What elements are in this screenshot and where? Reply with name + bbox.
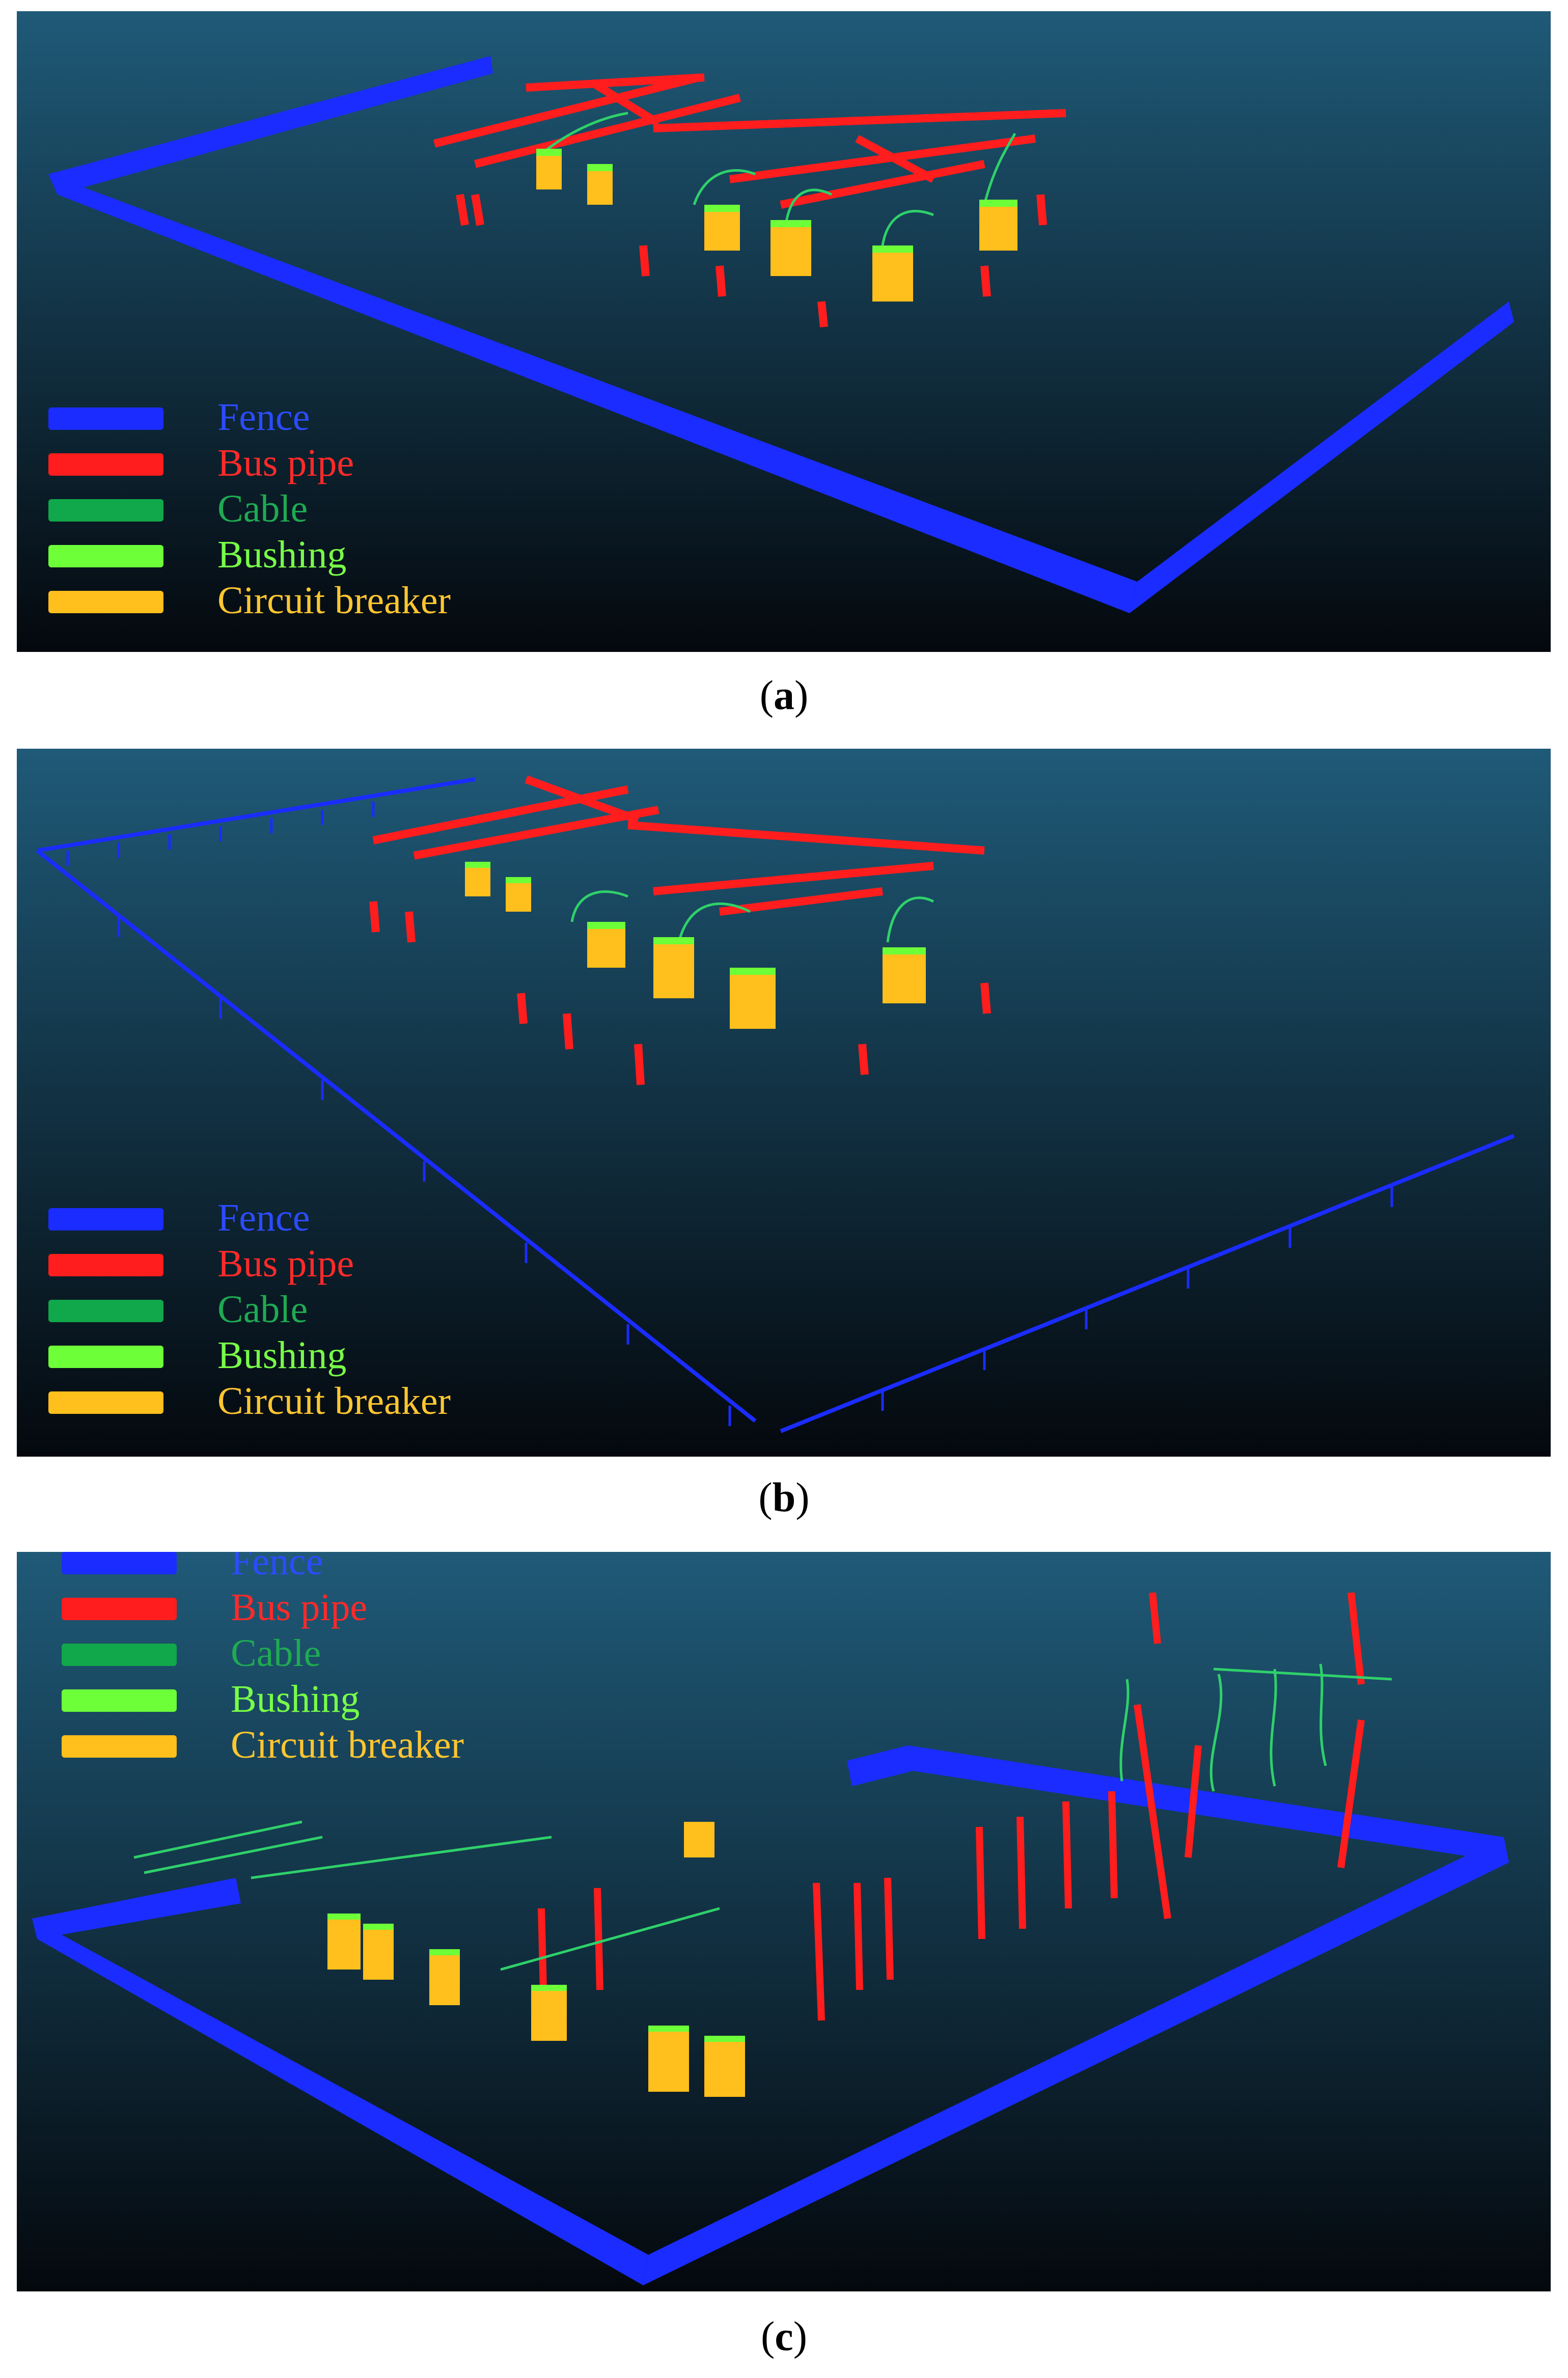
caption-letter: c [775,2313,793,2359]
fence-c [32,1745,1509,2285]
legend-label: Circuit breaker [231,1724,464,1766]
bushings-a [536,149,1017,253]
caption-c: (c) [0,2312,1568,2360]
legend-swatch [48,499,163,522]
bushings-b [465,862,926,975]
legend-swatch [62,1689,177,1712]
bus-pipes-b [369,775,991,1085]
panel-b: Fence Bus pipe Cable Bushing Circuit bre… [17,749,1551,1457]
legend-swatch [48,1300,163,1322]
legend-swatch [62,1598,177,1620]
point-cloud-view-b [17,749,1551,1457]
caption-open: ( [759,672,774,718]
legend-label: Fence [231,1552,323,1583]
legend-label: Fence [217,396,310,439]
caption-b: (b) [0,1473,1568,1521]
legend-label: Fence [217,1196,310,1239]
bus-pipes-c [538,1592,1365,2021]
legend-swatch [48,1391,163,1414]
panel-c: Fence Bus pipe Cable Bushing Circuit bre… [17,1552,1551,2291]
cables-b [570,890,934,943]
legend-swatch [48,1254,163,1276]
legend-swatch [48,453,163,476]
cables-c [133,1663,1392,1971]
circuit-breakers-b [465,866,926,1029]
legend-swatch [48,591,163,613]
caption-letter: a [774,672,794,718]
caption-close: ) [795,1474,810,1520]
caption-close: ) [793,2313,808,2359]
bushings-c [327,1914,745,2042]
caption-close: ) [794,672,809,718]
legend-label: Cable [217,487,308,530]
fence-a [48,56,1514,613]
legend-label: Cable [217,1288,308,1331]
legend-swatch [62,1644,177,1666]
circuit-breakers-a [536,154,1017,302]
legend-label: Bus pipe [217,1242,354,1285]
caption-open: ( [760,2313,775,2359]
point-cloud-view-a [17,11,1551,652]
legend-label: Circuit breaker [217,579,451,622]
caption-letter: b [772,1474,796,1520]
circuit-breakers-c [327,1822,745,2097]
legend-label: Bushing [217,1334,347,1377]
legend-label: Bushing [231,1678,360,1720]
cables-a [540,112,1016,246]
legend-label: Bus pipe [217,442,354,484]
caption-open: ( [758,1474,773,1520]
legend-swatch [62,1735,177,1758]
legend-swatch [48,545,163,567]
legend-label: Cable [231,1632,321,1675]
legend-label: Circuit breaker [217,1380,451,1423]
point-cloud-view-c [17,1552,1551,2291]
legend-swatch [48,1208,163,1231]
legend-swatch [48,1346,163,1368]
legend-label: Bushing [217,533,347,576]
caption-a: (a) [0,671,1568,719]
panel-a: Fence Bus pipe Cable Bushing Circuit bre… [17,11,1551,652]
legend-label: Bus pipe [231,1586,368,1629]
fence-b [36,777,1515,1433]
legend-swatch [48,407,163,430]
legend-swatch [62,1552,177,1574]
bus-pipes-a [433,73,1066,327]
